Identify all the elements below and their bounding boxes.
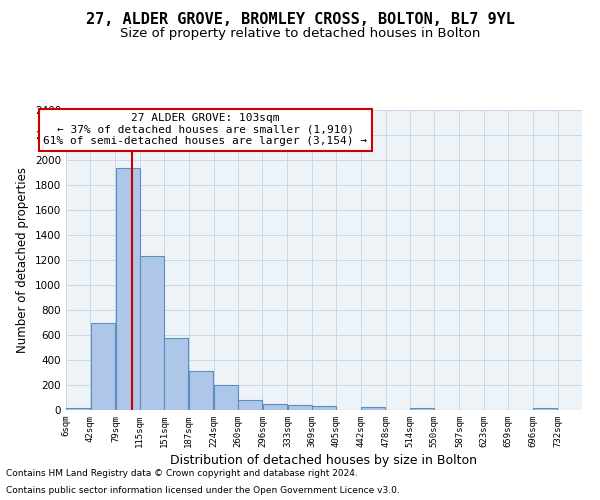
Bar <box>410 408 434 410</box>
Bar <box>140 256 164 410</box>
Y-axis label: Number of detached properties: Number of detached properties <box>16 167 29 353</box>
Text: Contains HM Land Registry data © Crown copyright and database right 2024.: Contains HM Land Registry data © Crown c… <box>6 468 358 477</box>
Bar <box>66 408 90 410</box>
Bar <box>164 338 188 410</box>
Bar <box>116 168 140 410</box>
Text: 27, ALDER GROVE, BROMLEY CROSS, BOLTON, BL7 9YL: 27, ALDER GROVE, BROMLEY CROSS, BOLTON, … <box>86 12 514 28</box>
Text: Contains public sector information licensed under the Open Government Licence v3: Contains public sector information licen… <box>6 486 400 495</box>
Bar <box>287 405 311 410</box>
Bar <box>91 322 115 410</box>
Bar <box>263 404 287 410</box>
Bar <box>361 407 385 410</box>
X-axis label: Distribution of detached houses by size in Bolton: Distribution of detached houses by size … <box>170 454 478 467</box>
Bar <box>214 385 238 410</box>
Bar <box>189 371 213 410</box>
Text: 27 ALDER GROVE: 103sqm
← 37% of detached houses are smaller (1,910)
61% of semi-: 27 ALDER GROVE: 103sqm ← 37% of detached… <box>43 113 367 146</box>
Bar <box>238 400 262 410</box>
Text: Size of property relative to detached houses in Bolton: Size of property relative to detached ho… <box>120 28 480 40</box>
Bar <box>533 408 557 410</box>
Bar <box>312 406 336 410</box>
